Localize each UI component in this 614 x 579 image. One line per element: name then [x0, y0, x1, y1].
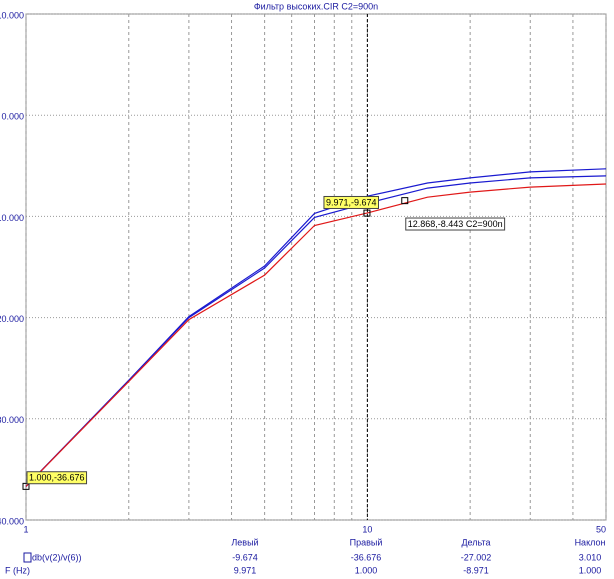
table-cell: 1.000 [579, 565, 602, 575]
table-cell: 9.971 [234, 565, 257, 575]
table-header: Дельта [461, 537, 490, 547]
table-cell: -8.971 [463, 565, 489, 575]
table-cell: 1.000 [355, 565, 378, 575]
y-tick-label: -20.000 [0, 314, 24, 324]
table-header: Левый [231, 537, 258, 547]
annotation-box [323, 195, 379, 209]
y-tick-label: 10.000 [0, 10, 24, 20]
series-line [25, 175, 607, 487]
table-cell: -27.002 [461, 552, 492, 562]
series-line [25, 183, 607, 487]
annotation: 1.000,-36.676 [26, 471, 88, 485]
table-cell: -9.674 [232, 552, 258, 562]
annotation-text: 12.868,-8.443 C2=900n [408, 219, 503, 229]
chart-title: Фильтр высоких.CIR C2=900n [254, 1, 378, 11]
annotation-text: 9.971,-9.674 [326, 197, 377, 207]
table-header: Наклон [575, 537, 606, 547]
annotation: 12.868,-8.443 C2=900n [405, 217, 506, 231]
annotation-point [401, 197, 409, 205]
table-cell: 3.010 [579, 552, 602, 562]
x-tick-label: 50 [596, 524, 606, 534]
annotation: 9.971,-9.674 [323, 195, 379, 209]
x-tick-label: 1 [23, 524, 28, 534]
plot-frame [25, 13, 607, 521]
y-tick-label: -10.000 [0, 213, 24, 223]
annotation-point [22, 482, 30, 490]
annotation-box [26, 471, 88, 485]
table-header: Правый [350, 537, 383, 547]
annotation-point [363, 209, 371, 217]
y-tick-label: -30.000 [0, 415, 24, 425]
x-tick-label: 10 [362, 524, 372, 534]
table-cell: -36.676 [351, 552, 382, 562]
y-tick-label: -40.000 [0, 516, 24, 526]
annotation-box [405, 217, 506, 231]
y-tick-label: 0.000 [1, 112, 24, 122]
trace-icon [23, 552, 32, 563]
annotation-text: 1.000,-36.676 [29, 473, 85, 483]
row-label: F (Hz) [5, 565, 30, 575]
row-label: db(v(2)/v(6)) [32, 552, 82, 562]
